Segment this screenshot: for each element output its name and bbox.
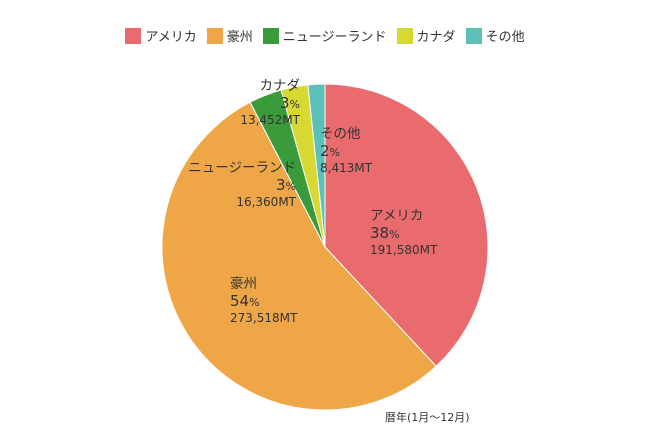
slice-label-name: カナダ [260,78,301,94]
legend-label: アメリカ [145,30,197,45]
legend-item-new-zealand[interactable]: ニュージーランド [262,26,387,45]
legend-swatch [262,27,279,44]
slice-label-percent: 38% [370,224,400,242]
legend-item-other[interactable]: その他 [465,26,525,45]
slice-label-name: 豪州 [230,276,257,292]
legend-item-usa[interactable]: アメリカ [125,26,197,45]
slice-label-value: 8,413MT [320,161,373,175]
slice-label-name: アメリカ [370,208,423,224]
chart-legend: アメリカ 豪州 ニュージーランド カナダ その他 [0,26,650,45]
legend-swatch [465,27,482,44]
chart-footnote: 暦年(1月〜12月) [385,411,470,424]
slice-label-percent: 54% [230,292,260,310]
pie-slice-australia[interactable] [161,101,437,411]
slice-label-percent: 3% [280,94,300,112]
slice-label-percent: 2% [320,142,340,160]
slice-label-percent: 3% [276,176,296,194]
legend-item-canada[interactable]: カナダ [396,26,456,45]
pie-slice-other[interactable] [307,83,326,248]
legend-swatch [396,27,413,44]
legend-label: カナダ [416,30,456,45]
slice-label-name: その他 [320,126,361,142]
legend-swatch [125,27,142,44]
slice-label-value: 16,360MT [236,195,296,209]
legend-item-australia[interactable]: 豪州 [206,26,253,45]
legend-label: 豪州 [226,30,253,45]
slice-label-name: ニュージーランド [188,160,296,176]
legend-swatch [206,27,223,44]
pie-slice-usa[interactable] [324,83,489,367]
legend-label: その他 [485,30,525,45]
slice-label-value: 273,518MT [230,311,298,325]
slice-label-value: 13,452MT [240,113,300,127]
legend-label: ニュージーランド [282,30,387,45]
slice-label-value: 191,580MT [370,243,438,257]
